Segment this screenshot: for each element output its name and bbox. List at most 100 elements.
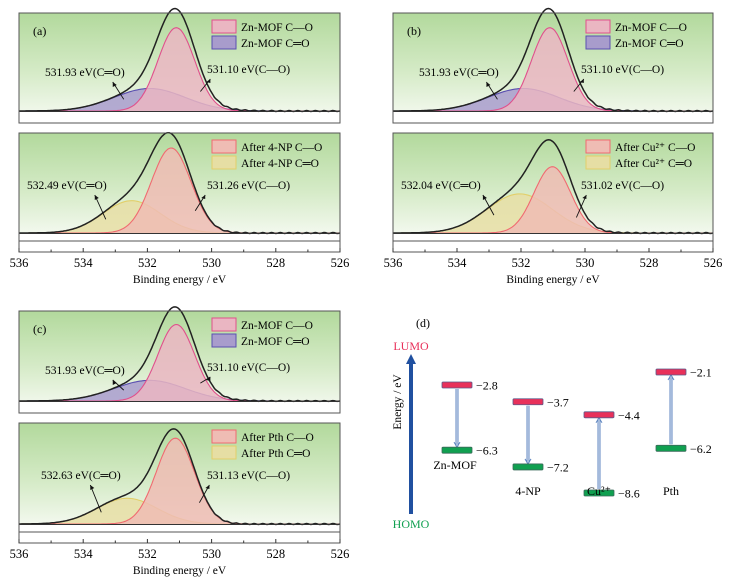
- axis-top-label: LUMO: [393, 339, 429, 353]
- legend-swatch: [585, 139, 611, 154]
- x-tick-label: 530: [202, 547, 221, 561]
- legend-swatch: [211, 155, 237, 170]
- category-label: 4-NP: [515, 484, 541, 498]
- homo-bar: [655, 444, 687, 452]
- legend-label: Zn-MOF C═O: [241, 336, 310, 348]
- baseline-strip: [19, 525, 340, 532]
- x-tick-label: 530: [202, 256, 221, 270]
- arrowhead-icon: [582, 195, 587, 199]
- arrowhead-icon: [201, 195, 206, 199]
- legend-swatch: [211, 445, 237, 460]
- peak-fill-c=o: [19, 200, 340, 233]
- peak-annotation-left: 531.93 eV(C═O): [45, 67, 125, 79]
- legend-label: After Cu²⁺ C—O: [615, 142, 695, 154]
- x-axis-label: Binding energy / eV: [133, 565, 227, 577]
- category-label: Zn-MOF: [433, 458, 477, 472]
- peak-fill-c-o: [19, 148, 340, 233]
- homo-bar: [512, 463, 544, 471]
- homo-value-label: −7.2: [547, 460, 569, 474]
- peak-annotation-right: 531.10 eV(C—O): [581, 64, 664, 76]
- peak-annotation-right: 531.26 eV(C—O): [207, 180, 290, 192]
- peak-annotation-left: 532.04 eV(C═O): [401, 180, 481, 192]
- x-tick-label: 528: [640, 256, 659, 270]
- x-axis-label: Binding energy / eV: [506, 274, 600, 286]
- legend-swatch: [211, 19, 237, 34]
- arrowhead-icon: [482, 195, 487, 200]
- peak-annotation-right: 531.10 eV(C—O): [207, 64, 290, 76]
- peak-annotation-left: 531.93 eV(C═O): [45, 365, 125, 377]
- legend-label: After 4-NP C═O: [241, 158, 319, 170]
- lumo-bar: [441, 381, 473, 389]
- x-tick-label: 536: [384, 256, 403, 270]
- subplot-c-bottom: After Pth C—O After Pth C═O 532.63 eV(C═O)…: [18, 422, 341, 533]
- legend-swatch: [585, 35, 611, 50]
- baseline-strip: [393, 234, 713, 241]
- xps-panel-a: (a) Zn-MOF C—O Zn-MOF C═O 531.93 eV(C═O) 531…: [10, 7, 350, 286]
- homo-bar: [441, 446, 473, 454]
- peak-annotation-left: 531.93 eV(C═O): [419, 67, 499, 79]
- legend-swatch: [585, 19, 611, 34]
- x-tick-label: 526: [331, 547, 350, 561]
- legend-label: After Cu²⁺ C═O: [615, 158, 692, 170]
- lumo-value-label: −2.8: [476, 379, 498, 393]
- arrowhead-icon: [206, 377, 211, 381]
- lumo-value-label: −2.1: [690, 365, 712, 379]
- baseline-strip: [19, 234, 340, 241]
- legend-swatch: [211, 139, 237, 154]
- homo-value-label: −8.6: [618, 487, 640, 501]
- peak-annotation-right: 531.10 eV(C—O): [207, 362, 290, 374]
- homo-value-label: −6.3: [476, 444, 498, 458]
- legend-label: After Pth C—O: [241, 432, 314, 444]
- subplot-a-top: (a) Zn-MOF C—O Zn-MOF C═O 531.93 eV(C═O) 531…: [18, 7, 341, 124]
- annotation-arrow-right: [575, 194, 587, 218]
- xps-panel-c: (c) Zn-MOF C—O Zn-MOF C═O 531.93 eV(C═O) 531…: [10, 306, 350, 577]
- energy-level-1: −3.7 −7.2 4-NP: [512, 395, 569, 498]
- x-tick-label: 532: [138, 547, 157, 561]
- x-tick-label: 526: [331, 256, 350, 270]
- peak-fill-c-o: [19, 438, 340, 524]
- legend-label: Zn-MOF C═O: [241, 38, 310, 50]
- peak-annotation-left: 532.49 eV(C═O): [27, 180, 107, 192]
- peak-annotation-right: 531.02 eV(C—O): [581, 180, 664, 192]
- energy-level-panel: (d) LUMO HOMO Energy / eV −2.8 −6.3Zn-MOF −3.7…: [392, 316, 712, 531]
- x-tick-label: 532: [138, 256, 157, 270]
- x-tick-label: 534: [74, 547, 94, 561]
- x-tick-label: 534: [448, 256, 468, 270]
- x-tick-label: 528: [266, 256, 285, 270]
- x-tick-label: 528: [266, 547, 285, 561]
- baseline-strip: [19, 112, 340, 123]
- energy-level-0: −2.8 −6.3Zn-MOF: [433, 379, 497, 473]
- annotation-arrow-right: [200, 376, 211, 384]
- arrowhead-icon: [579, 79, 584, 83]
- arrowhead-icon: [205, 485, 210, 489]
- arrowhead-icon: [112, 82, 117, 87]
- legend-label: After 4-NP C—O: [241, 142, 322, 154]
- subplot-frame: [18, 310, 341, 414]
- x-axis-label: Binding energy / eV: [133, 274, 227, 286]
- annotation-arrow-left: [89, 484, 102, 513]
- axis-bottom-label: HOMO: [393, 517, 430, 531]
- arrowhead-icon: [90, 485, 95, 490]
- y-axis-label: Energy / eV: [392, 374, 404, 430]
- legend-label: After Pth C═O: [241, 448, 310, 460]
- x-tick-label: 532: [512, 256, 531, 270]
- homo-bar: [583, 489, 615, 497]
- subplot-frame: [18, 12, 341, 124]
- subplot-c-top: (c) Zn-MOF C—O Zn-MOF C═O 531.93 eV(C═O) 531…: [18, 306, 341, 414]
- lumo-value-label: −3.7: [547, 395, 569, 409]
- x-tick-label: 536: [10, 256, 29, 270]
- peak-fill-c-o: [393, 27, 713, 112]
- baseline-strip: [393, 112, 713, 123]
- homo-value-label: −6.2: [690, 442, 712, 456]
- panel-label: (b): [407, 24, 421, 38]
- peak-fill-c-o: [393, 166, 713, 233]
- panel-label: (a): [33, 24, 46, 38]
- category-label: Cu²⁺: [587, 484, 611, 498]
- energy-level-2: −4.4 −8.6 Cu²⁺: [583, 408, 640, 501]
- energy-level-3: −2.1 −6.2 Pth: [655, 365, 712, 498]
- peak-fill-c-o: [19, 27, 340, 112]
- subplot-b-bottom: After Cu²⁺ C—O After Cu²⁺ C═O 532.04 eV(C═…: [392, 132, 714, 242]
- legend-swatch: [211, 429, 237, 444]
- subplot-b-top: (b) Zn-MOF C—O Zn-MOF C═O 531.93 eV(C═O) 531…: [392, 7, 714, 124]
- lumo-value-label: −4.4: [618, 408, 640, 422]
